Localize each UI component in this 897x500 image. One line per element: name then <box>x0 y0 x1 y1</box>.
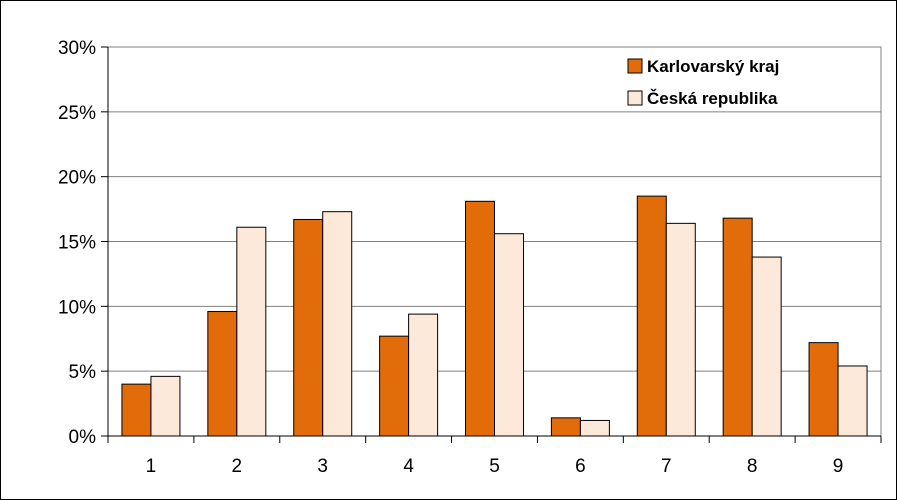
bar-series-1-cat-1 <box>121 383 152 437</box>
x-tick-label: 5 <box>489 456 500 477</box>
x-tick-label: 9 <box>833 456 844 477</box>
bars <box>121 195 868 437</box>
legend-swatch-2 <box>627 90 643 106</box>
y-tick-label: 30% <box>58 38 96 59</box>
bar-series-2-cat-8 <box>751 256 782 437</box>
legend-swatch-1 <box>627 58 643 74</box>
y-tick-label: 0% <box>69 427 97 448</box>
bar-series-1-cat-4 <box>379 335 410 437</box>
bar-series-2-cat-6 <box>579 419 610 437</box>
x-tick-label: 1 <box>146 456 157 477</box>
legend: Karlovarský kraj Česká republika <box>627 57 779 108</box>
x-tick-label: 7 <box>661 456 672 477</box>
x-tick-label: 6 <box>575 456 586 477</box>
bar-series-2-cat-7 <box>665 222 696 437</box>
x-tick-label: 3 <box>317 456 328 477</box>
y-tick-label: 25% <box>58 103 96 124</box>
y-tick-label: 15% <box>58 233 96 254</box>
x-tick-label: 2 <box>232 456 243 477</box>
legend-label-1: Karlovarský kraj <box>647 57 779 76</box>
y-tick-label: 5% <box>69 362 97 383</box>
x-tick-label: 4 <box>403 456 414 477</box>
bar-series-1-cat-2 <box>207 311 238 437</box>
bar-series-1-cat-5 <box>465 200 495 437</box>
y-tick-label: 10% <box>58 297 96 318</box>
bar-series-1-cat-7 <box>636 195 667 437</box>
bar-series-1-cat-3 <box>293 218 324 437</box>
bar-series-2-cat-1 <box>150 375 181 437</box>
x-axis: 1 2 3 4 5 6 7 8 9 <box>107 435 882 477</box>
bar-series-2-cat-2 <box>236 226 267 437</box>
y-tick-label: 20% <box>58 168 96 189</box>
y-axis: 0% 5% 10% 15% 20% 25% 30% <box>58 38 109 448</box>
bar-series-2-cat-4 <box>408 313 439 437</box>
bar-series-1-cat-6 <box>550 417 581 437</box>
bar-series-1-cat-9 <box>808 342 839 437</box>
bar-series-2-cat-9 <box>837 365 868 437</box>
bar-series-2-cat-3 <box>322 211 353 437</box>
bar-series-1-cat-8 <box>722 217 753 437</box>
bar-series-2-cat-5 <box>494 233 524 437</box>
legend-label-2: Česká republika <box>647 89 778 108</box>
x-tick-label: 8 <box>747 456 758 477</box>
